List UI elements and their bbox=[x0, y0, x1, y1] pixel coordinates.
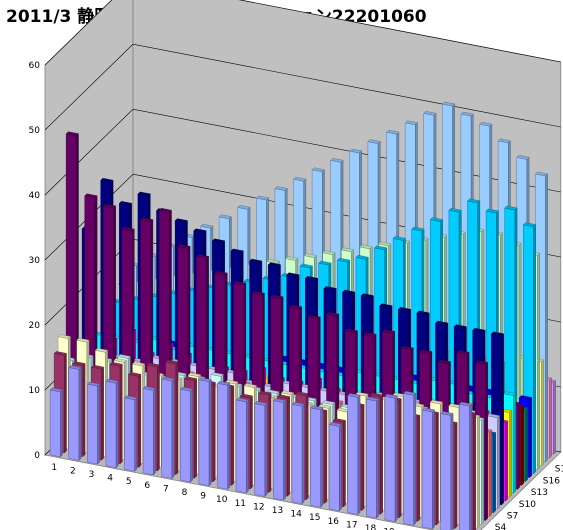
x-tick-label: 6 bbox=[144, 481, 150, 491]
x-tick-label: 3 bbox=[89, 470, 95, 480]
depth-tick-label: S13 bbox=[531, 488, 548, 498]
bar bbox=[365, 396, 380, 519]
y-tick-label: 10 bbox=[29, 386, 41, 396]
x-tick-label: 19 bbox=[383, 528, 395, 530]
bar bbox=[49, 387, 63, 458]
x-tick-label: 12 bbox=[253, 502, 264, 512]
bar bbox=[198, 377, 212, 487]
x-tick-label: 14 bbox=[290, 510, 302, 520]
bar bbox=[421, 407, 435, 530]
bar bbox=[291, 401, 305, 505]
depth-tick-label: S16 bbox=[543, 476, 560, 486]
x-tick-label: 2 bbox=[70, 466, 76, 476]
y-tick-label: 0 bbox=[34, 451, 40, 461]
bar bbox=[68, 365, 82, 461]
x-tick-label: 9 bbox=[200, 492, 206, 502]
x-tick-label: 10 bbox=[216, 495, 228, 505]
bar bbox=[310, 405, 324, 508]
x-tick-label: 4 bbox=[107, 474, 113, 484]
bar bbox=[161, 376, 175, 479]
bar bbox=[403, 390, 417, 526]
depth-tick-label: S10 bbox=[519, 500, 536, 510]
bar bbox=[440, 411, 454, 530]
x-tick-label: 1 bbox=[51, 463, 57, 473]
x-tick-label: 5 bbox=[126, 477, 132, 487]
x-tick-label: 13 bbox=[272, 506, 283, 516]
bar bbox=[217, 380, 231, 490]
x-tick-label: 11 bbox=[235, 499, 246, 509]
bar bbox=[86, 381, 101, 465]
chart-bars bbox=[49, 101, 557, 530]
bar bbox=[254, 401, 268, 497]
x-tick-label: 7 bbox=[163, 484, 169, 494]
y-tick-label: 20 bbox=[29, 321, 41, 331]
bar bbox=[142, 386, 156, 476]
y-tick-label: 30 bbox=[29, 256, 41, 266]
bar bbox=[384, 393, 398, 523]
x-tick-label: 18 bbox=[365, 524, 377, 530]
bar bbox=[105, 378, 119, 469]
x-tick-label: 15 bbox=[309, 513, 320, 523]
gridline bbox=[44, 0, 561, 66]
gridline bbox=[44, 43, 561, 131]
bar bbox=[328, 422, 342, 512]
bar bbox=[235, 397, 249, 494]
bar bbox=[124, 395, 138, 472]
y-tick-label: 60 bbox=[29, 61, 41, 71]
x-tick-label: 17 bbox=[346, 520, 357, 530]
y-tick-label: 40 bbox=[29, 191, 41, 201]
depth-tick-label: S7 bbox=[507, 511, 518, 521]
y-tick-label: 50 bbox=[29, 126, 41, 136]
bar bbox=[347, 393, 361, 515]
bar bbox=[458, 401, 473, 530]
depth-tick-label: S19 bbox=[555, 465, 563, 475]
bar bbox=[272, 398, 287, 501]
x-tick-label: 8 bbox=[182, 488, 188, 498]
depth-tick-label: S4 bbox=[495, 523, 507, 530]
bar bbox=[179, 386, 194, 483]
x-tick-label: 16 bbox=[328, 517, 340, 527]
